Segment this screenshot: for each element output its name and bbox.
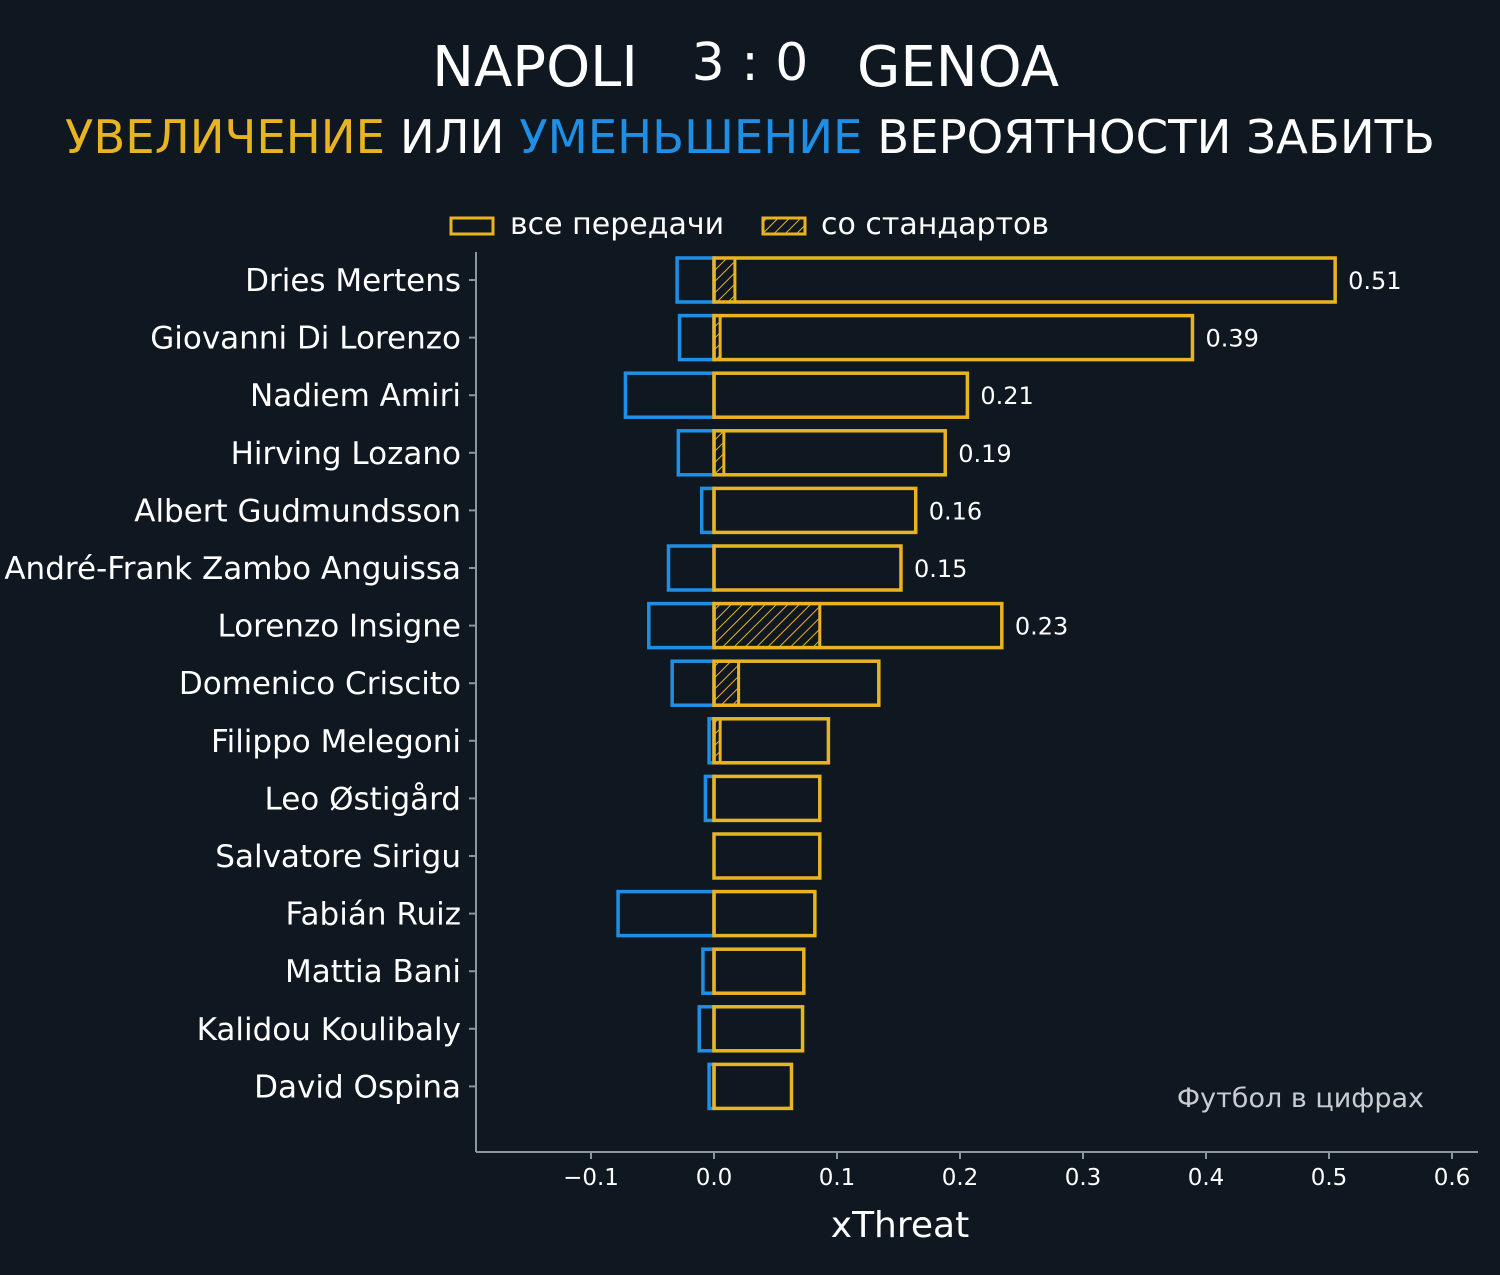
bar-decrease [697,1005,716,1053]
bar-set-pieces [712,256,737,304]
bar-decrease [699,486,716,535]
x-tick-label: 0.2 [942,1165,979,1191]
x-tick-label: 0.6 [1434,1165,1471,1191]
x-tick-label: 0.3 [1065,1165,1102,1191]
bar-increase [712,889,817,938]
legend-label-all-passes: все передачи [510,207,724,242]
x-tick-label: 0.1 [819,1165,856,1191]
chart-subtitle: УВЕЛИЧЕНИЕ ИЛИ УМЕНЬШЕНИЕ ВЕРОЯТНОСТИ ЗА… [65,110,1435,164]
y-tick-label: Lorenzo Insigne [217,609,461,645]
y-tick-label: Albert Gudmundsson [134,493,461,529]
x-tick-label: 0.4 [1188,1165,1225,1191]
y-tick-label: Fabián Ruiz [286,897,461,933]
legend-swatch-all-passes [449,216,495,236]
bar-decrease [677,313,716,362]
bar-decrease [670,659,716,707]
bar-increase [712,544,903,592]
x-tick-label: 0.5 [1311,1165,1348,1191]
bar-decrease [623,371,716,419]
bars-layer [616,256,1337,1111]
bar-increase [712,429,947,477]
chart-title-home-team: NAPOLI [432,35,638,100]
subtitle-or: ИЛИ [385,110,519,164]
bar-increase [712,1005,805,1053]
bar-increase [712,1062,794,1111]
chart-title-score: 3 : 0 [692,33,809,93]
chart-title-away-team: GENOA [857,35,1059,100]
bar-decrease [647,601,716,650]
y-tick-label: Kalidou Koulibaly [197,1012,461,1048]
bar-increase [712,774,822,823]
data-label: 0.15 [914,555,967,583]
subtitle-decrease: УМЕНЬШЕНИЕ [519,110,862,164]
bar-increase [712,313,1195,362]
data-label: 0.19 [958,440,1011,468]
x-tick-label: 0.0 [696,1165,733,1191]
y-tick-label: Mattia Bani [285,954,461,990]
subtitle-probability: ВЕРОЯТНОСТИ ЗАБИТЬ [862,110,1435,164]
data-label: 0.23 [1015,613,1068,641]
y-tick-labels: Dries Mertens Giovanni Di Lorenzo Nadiem A… [4,263,476,1105]
bar-increase [712,371,970,419]
y-tick-label: Hirving Lozano [231,436,461,472]
legend: все передачи со стандартов [449,207,1049,242]
x-axis-label: xThreat [831,1205,969,1246]
bar-increase [712,947,806,995]
bar-increase [712,256,1337,304]
y-tick-label: Dries Mertens [245,263,461,299]
bar-decrease [616,889,716,938]
data-labels: 0.51 0.39 0.21 0.19 0.16 0.15 0.23 [914,267,1402,641]
bar-decrease [666,544,716,592]
data-label: 0.16 [929,497,982,525]
data-label: 0.39 [1205,325,1258,353]
bar-decrease [675,256,716,304]
watermark: Футбол в цифрах [1177,1083,1424,1114]
y-tick-label: Domenico Criscito [179,666,461,702]
bar-increase [712,601,1004,650]
y-tick-label: Giovanni Di Lorenzo [150,321,461,357]
y-tick-label: Nadiem Amiri [250,378,461,414]
y-tick-label: David Ospina [254,1069,461,1105]
bar-decrease [676,429,716,477]
y-tick-label: André-Frank Zambo Anguissa [4,551,461,587]
bar-set-pieces [712,602,822,650]
bar-increase [712,659,881,707]
legend-label-set-pieces: со стандартов [821,207,1049,242]
bar-increase [712,717,831,765]
bar-increase [712,832,822,880]
data-label: 0.21 [980,382,1033,410]
y-tick-label: Salvatore Sirigu [215,839,461,875]
subtitle-increase: УВЕЛИЧЕНИЕ [65,110,385,164]
x-tick-label: −0.1 [563,1165,619,1191]
y-tick-label: Filippo Melegoni [211,724,461,760]
bar-increase [712,486,918,535]
legend-swatch-set-pieces [761,216,807,236]
data-label: 0.51 [1348,267,1401,295]
y-tick-label: Leo Østigård [265,781,462,817]
x-ticks: −0.1 0.0 0.1 0.2 0.3 0.4 0.5 0.6 [563,1152,1470,1191]
bar-set-pieces [712,659,741,707]
